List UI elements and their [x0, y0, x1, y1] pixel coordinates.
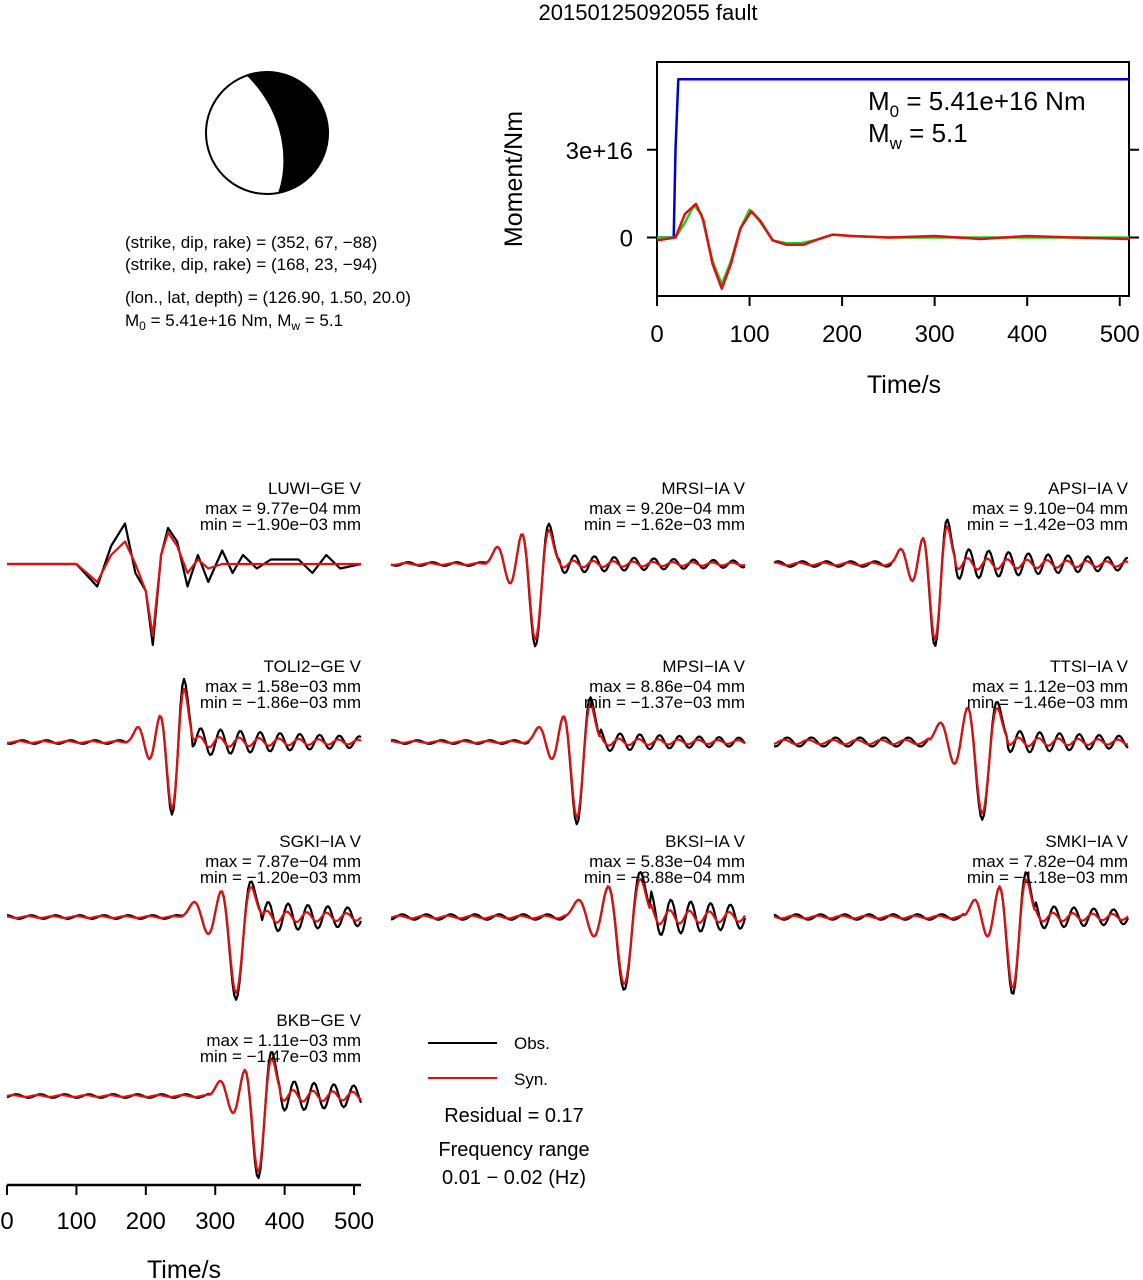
- station-name: MPSI−IA V: [662, 657, 745, 676]
- frequency-range: 0.01 − 0.02 (Hz): [442, 1167, 586, 1189]
- obs-trace: [6, 880, 362, 1001]
- moment-ylabel: Moment/Nm: [500, 111, 528, 247]
- obs-trace: [773, 871, 1129, 995]
- residual-text: Residual = 0.17: [444, 1105, 584, 1127]
- moment-series-red: [656, 202, 1130, 290]
- moment-xtick-label: 100: [730, 321, 770, 348]
- station-name: TTSI−IA V: [1050, 657, 1129, 676]
- obs-trace: [390, 871, 747, 991]
- frequency-title: Frequency range: [438, 1139, 589, 1161]
- syn-trace: [774, 525, 1129, 641]
- waveform-xtick-label: 300: [195, 1208, 235, 1235]
- syn-trace: [6, 886, 362, 995]
- syn-trace: [390, 528, 746, 641]
- station-max: max = 9.20e−04 mm: [589, 499, 745, 518]
- station-min: min = −1.37e−03 mm: [584, 693, 745, 712]
- station-min: min = −1.86e−03 mm: [200, 693, 361, 712]
- moment-m0-label: M0 = 5.41e+16 Nm: [868, 86, 1086, 121]
- moment-xtick-label: 400: [1007, 321, 1047, 348]
- moment-xtick-label: 500: [1100, 321, 1140, 348]
- legend: Obs. Syn.: [428, 1034, 550, 1089]
- obs-trace: [390, 522, 746, 648]
- station-name: SGKI−IA V: [279, 832, 361, 851]
- waveform-xtick-label: 200: [126, 1208, 166, 1235]
- station-name: SMKI−IA V: [1045, 832, 1128, 851]
- station-max: max = 7.82e−04 mm: [972, 852, 1128, 871]
- moment-xtick-label: 200: [822, 321, 862, 348]
- syn-trace: [7, 531, 361, 638]
- obs-trace: [773, 701, 1129, 821]
- station-name: MRSI−IA V: [661, 479, 745, 498]
- syn-trace: [773, 706, 1129, 815]
- obs-trace: [7, 522, 362, 647]
- figure-title: 20150125092055 fault: [539, 0, 758, 25]
- moment-mw-label: Mw = 5.1: [868, 118, 968, 153]
- station-name: LUWI−GE V: [268, 479, 362, 498]
- waveform-time-axis: Time/s 0 100 200 300 400 500: [0, 1183, 374, 1280]
- station-name: TOLI2−GE V: [264, 657, 362, 676]
- station-min: min = −1.18e−03 mm: [967, 868, 1128, 887]
- station-min: min = −1.90e−03 mm: [200, 515, 361, 534]
- station-name: BKSI−IA V: [665, 832, 746, 851]
- moment-xtick-label: 0: [650, 321, 663, 348]
- obs-trace: [390, 696, 746, 826]
- waveform-xtick-label: 500: [334, 1208, 374, 1235]
- station-name: APSI−IA V: [1048, 479, 1129, 498]
- station-min: min = −8.88e−04 mm: [584, 868, 745, 887]
- obs-trace: [6, 1051, 363, 1180]
- station-max: max = 7.87e−04 mm: [205, 852, 361, 871]
- station-min: min = −1.46e−03 mm: [967, 693, 1128, 712]
- waveform-xtick-label: 0: [0, 1208, 13, 1235]
- syn-trace: [390, 878, 746, 985]
- plane2-text: (strike, dip, rake) = (168, 23, −94): [125, 255, 377, 274]
- waveform-xlabel: Time/s: [147, 1256, 221, 1280]
- moment-chart-frame: [656, 61, 1130, 297]
- station-name: BKB−GE V: [276, 1011, 361, 1030]
- beachball-icon: [200, 71, 329, 196]
- moment-summary-text: M0 = 5.41e+16 Nm, Mw = 5.1: [125, 311, 343, 333]
- moment-ytick-label: 0: [620, 226, 633, 253]
- syn-trace: [6, 687, 362, 810]
- waveform-xtick-label: 400: [265, 1208, 305, 1235]
- syn-trace: [773, 878, 1129, 989]
- location-text: (lon., lat, depth) = (126.90, 1.50, 20.0…: [125, 288, 411, 307]
- station-max: max = 8.86e−04 mm: [589, 677, 745, 696]
- moment-xtick-label: 300: [915, 321, 955, 348]
- station-min: min = −1.47e−03 mm: [200, 1047, 361, 1066]
- station-max: max = 1.11e−03 mm: [206, 1031, 361, 1050]
- syn-trace: [6, 1057, 362, 1173]
- syn-trace: [390, 703, 746, 819]
- station-max: max = 9.77e−04 mm: [205, 499, 361, 518]
- moment-ytick-label: 3e+16: [566, 138, 633, 165]
- waveform-xtick-label: 100: [56, 1208, 96, 1235]
- moment-xlabel: Time/s: [867, 371, 941, 399]
- station-max: max = 1.12e−03 mm: [972, 677, 1128, 696]
- plane1-text: (strike, dip, rake) = (352, 67, −88): [125, 233, 377, 252]
- station-max: max = 9.10e−04 mm: [972, 499, 1128, 518]
- legend-obs-label: Obs.: [514, 1034, 550, 1053]
- station-max: max = 5.83e−04 mm: [589, 852, 745, 871]
- legend-syn-label: Syn.: [514, 1070, 548, 1089]
- station-max: max = 1.58e−03 mm: [205, 677, 361, 696]
- station-min: min = −1.20e−03 mm: [200, 868, 361, 887]
- station-min: min = −1.62e−03 mm: [584, 515, 745, 534]
- moment-chart: 0 100 200 300 400 500 0 3e+16 Time/s Moment/Nm…: [500, 61, 1140, 399]
- station-min: min = −1.42e−03 mm: [967, 515, 1128, 534]
